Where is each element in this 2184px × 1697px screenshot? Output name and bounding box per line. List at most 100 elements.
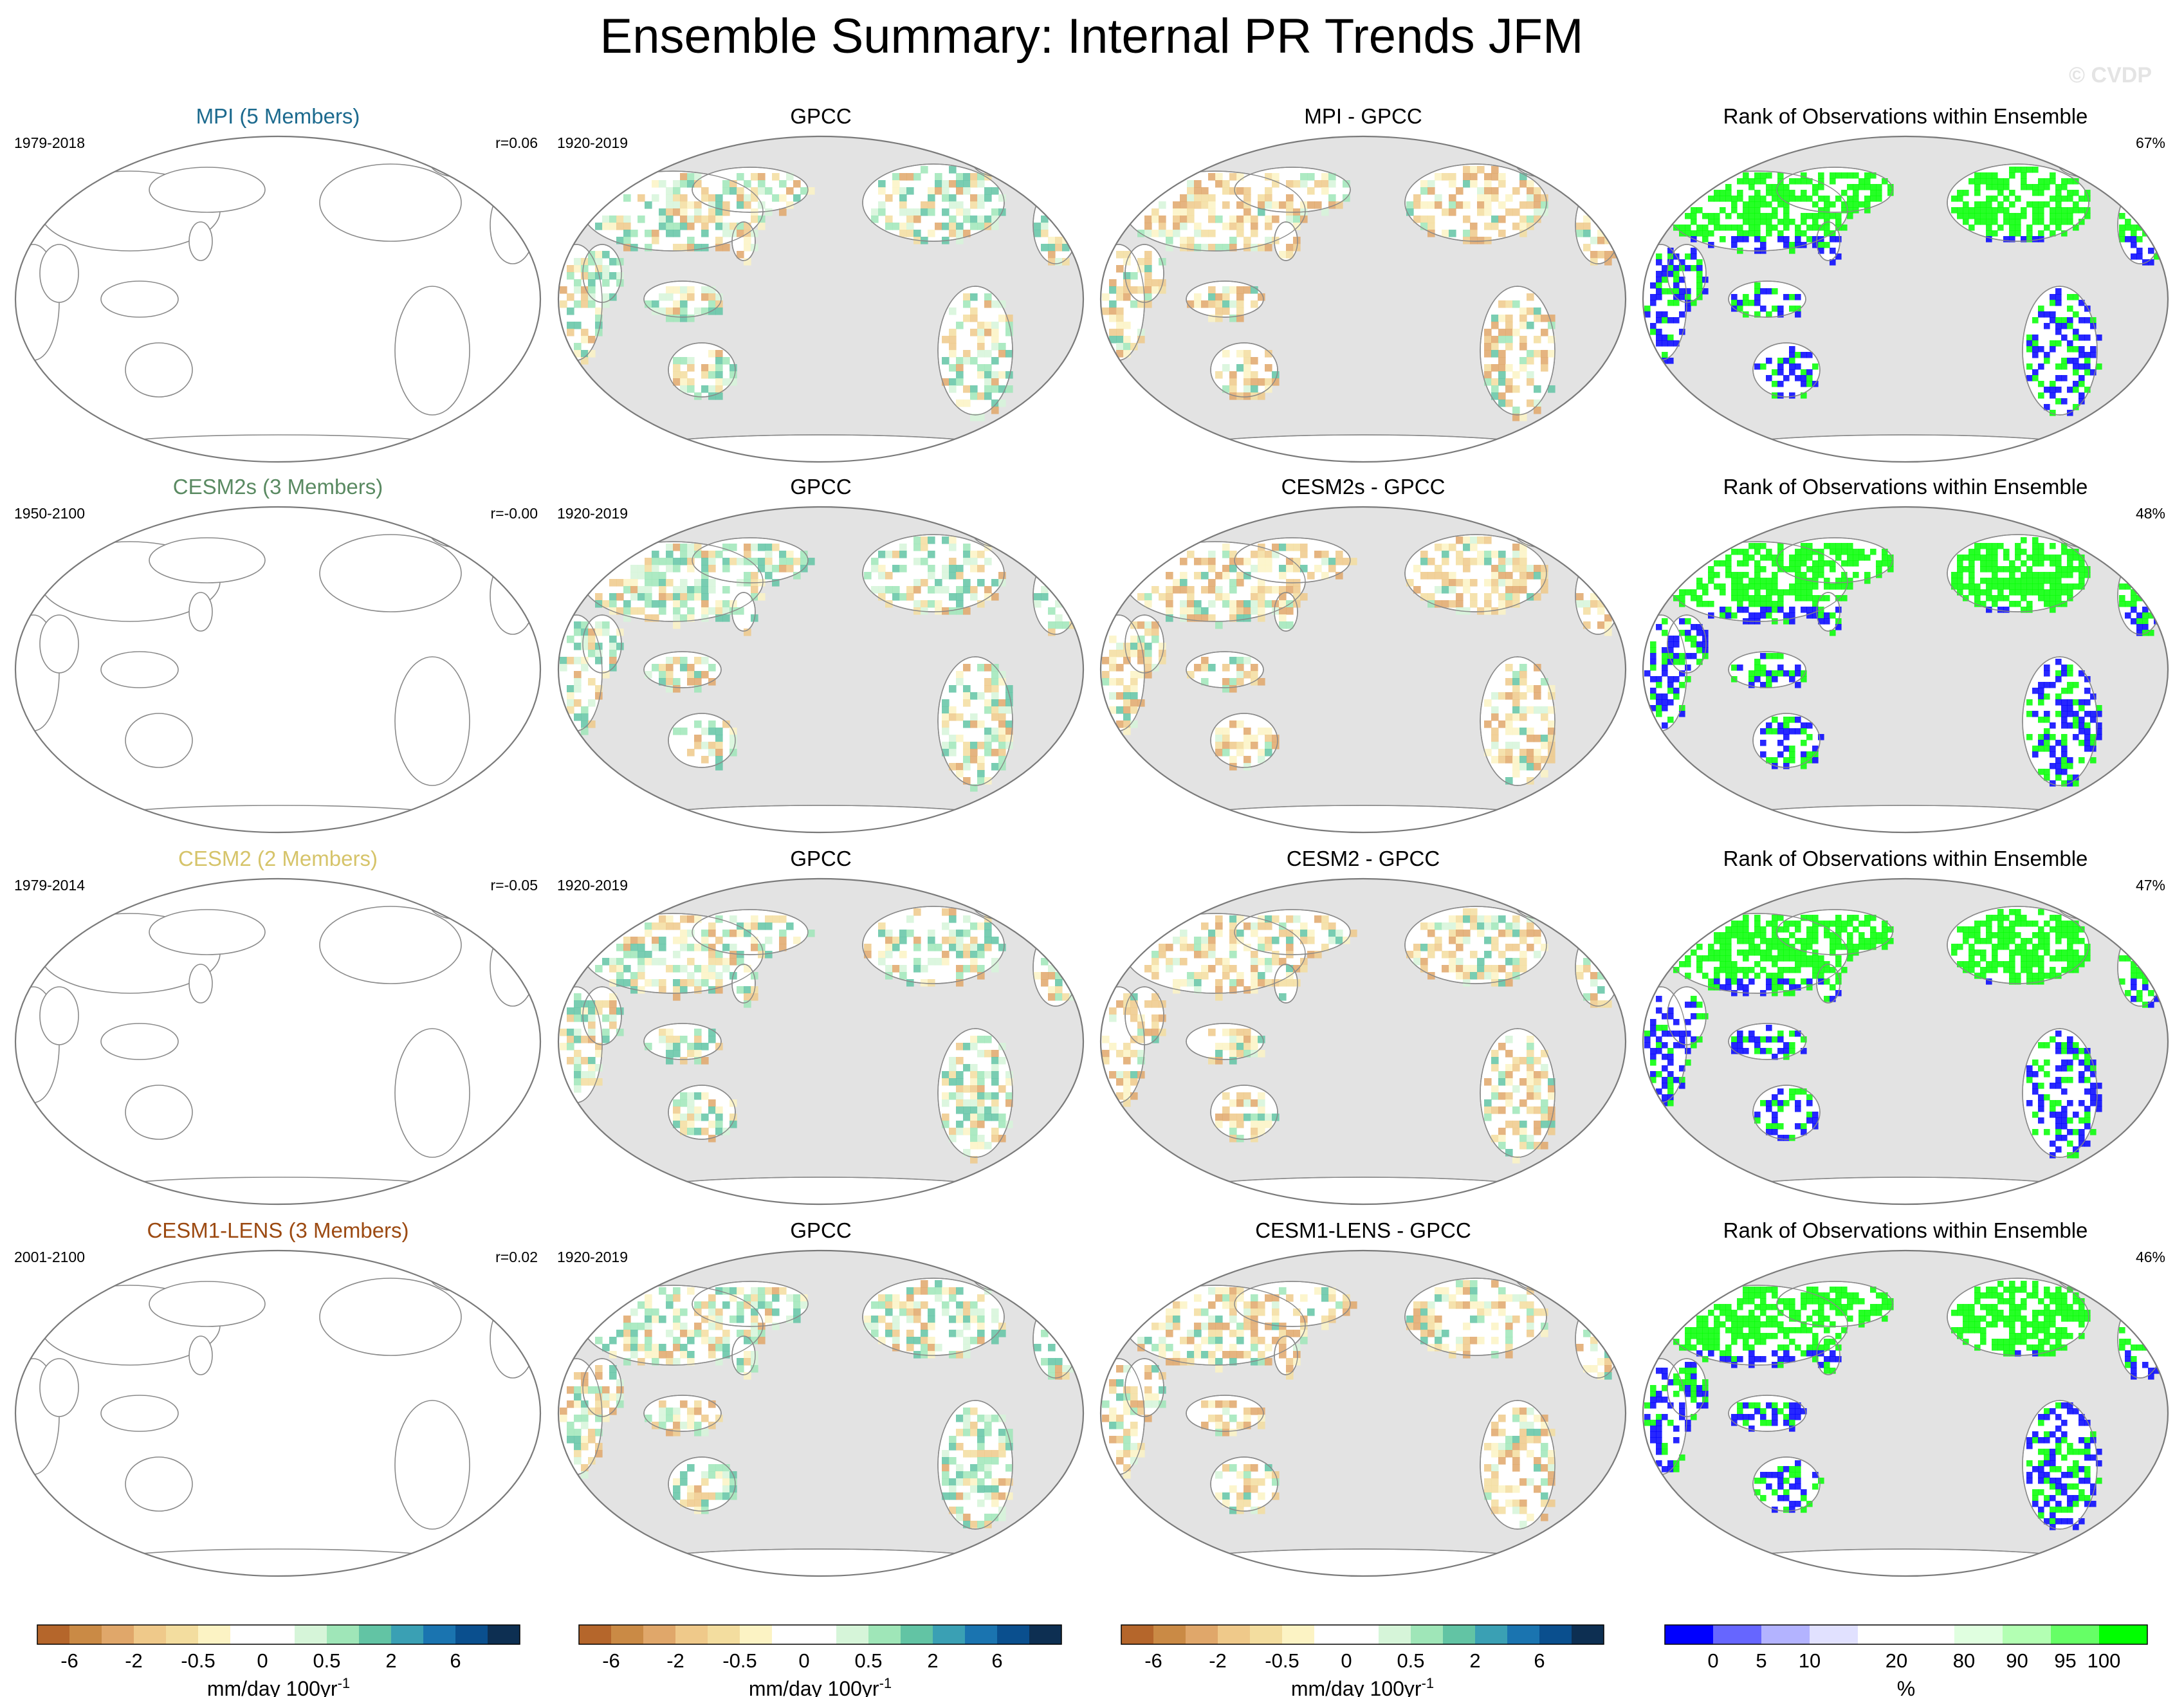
rank-field [1644,537,2160,787]
colorbar-swatch [1411,1625,1444,1644]
panel-period-label: 1920-2019 [557,505,628,522]
panel-period-label: 2001-2100 [14,1249,85,1265]
colorbar-swatch [1218,1625,1251,1644]
panel-title: Rank of Observations within Ensemble [1723,1218,2088,1242]
colorbar-swatch [1713,1625,1762,1644]
colorbar-swatch [1379,1625,1411,1644]
land-india [39,244,79,303]
colorbar-swatch [579,1625,612,1644]
colorbar-tick-label: 0.5 [313,1649,340,1672]
colorbar-tick-label: 6 [991,1649,1002,1672]
land-north-america [319,534,462,612]
colorbar-swatch [772,1625,805,1644]
colorbar-tick-label: -6 [1144,1649,1162,1672]
land-south-america [394,1400,470,1530]
land-siberia-east [149,1281,266,1327]
map-outline [14,506,542,834]
map-panel-r3-c2: GPCC 1920-2019 [557,847,1085,1206]
map-outline [14,135,542,463]
colorbar-swatch [1250,1625,1283,1644]
land-south-america [394,286,470,416]
diff-field [1102,1280,1612,1528]
land-greenland [428,144,488,178]
land-siberia-east [149,167,266,213]
colorbar-swatch [1153,1625,1186,1644]
panel-title: GPCC [790,1218,851,1242]
colorbar-swatch [134,1625,167,1644]
colorbar-swatch [423,1625,456,1644]
map-panel-r1-c4: Rank of Observations within Ensemble 67% [1642,104,2169,463]
map-outline [557,506,1085,834]
map-content [558,1258,1079,1576]
colorbars: -6 -2 -0.5 0 0.5 2 6 mm/day 100yr-1 -6 -2 -0.5 0 0.5… [37,1624,2148,1697]
colorbar-swatch [488,1625,520,1644]
land-siberia-east [149,909,266,955]
map-panel-r2-c1: CESM2s (3 Members) 1950-2100 r=-0.00 [14,475,542,834]
land-se-asia [100,280,179,318]
colorbar-3: -6 -2 -0.5 0 0.5 2 6 mm/day 100yr-1 [1121,1624,1604,1697]
panel-title: Rank of Observations within Ensemble [1723,847,2088,870]
panel-period-label: 1979-2018 [14,134,85,151]
diff-field [1102,908,1612,1164]
land-greenland [428,515,488,548]
land-antarctica [91,1177,465,1204]
map-outline [14,877,542,1206]
map-outline [557,135,1085,463]
panel-period-label: 1920-2019 [557,1249,628,1265]
land-india [39,1358,79,1417]
panel-title: GPCC [790,475,851,499]
colorbar-tick-label: 90 [2006,1649,2028,1672]
land-se-asia [100,1395,179,1432]
colorbar-swatch [1443,1625,1476,1644]
watermark: © CVDP [2069,63,2152,87]
map-panel-r1-c3: MPI - GPCC [1099,104,1627,463]
colorbar-swatch [262,1625,295,1644]
colorbar-tick-label: -0.5 [1265,1649,1299,1672]
map-outline [1099,506,1627,834]
colorbar-tick-label: 95 [2054,1649,2076,1672]
colorbar-swatch [1810,1625,1858,1644]
obs-field [560,908,1077,1164]
land-japan [188,1335,213,1375]
colorbar-tick-label: -6 [602,1649,620,1672]
land-north-america [319,906,462,984]
diff-field [1102,537,1612,785]
panel-title: CESM2s - GPCC [1281,475,1445,499]
map-outline [1099,877,1627,1206]
colorbar-label: mm/day 100yr-1 [1291,1675,1434,1697]
map-panel-r1-c1: MPI (5 Members) 1979-2018 r=0.06 [14,104,542,463]
colorbar-tick-label: 0 [798,1649,809,1672]
colorbar-tick-label: -6 [60,1649,78,1672]
land-antarctica [91,805,465,832]
colorbar-swatch [2003,1625,2051,1644]
panel-stat-label: r=0.06 [495,134,538,151]
colorbar-swatch [359,1625,392,1644]
map-outline [1642,135,2169,463]
map-outline [1642,1249,2169,1577]
colorbar-tick-label: 20 [1886,1649,1907,1672]
colorbar-swatch [1572,1625,1604,1644]
colorbar-swatch [198,1625,231,1644]
colorbar-swatch [1954,1625,2003,1644]
colorbar-1: -6 -2 -0.5 0 0.5 2 6 mm/day 100yr-1 [37,1624,520,1697]
colorbar-swatch [166,1625,199,1644]
colorbar-swatch [708,1625,740,1644]
colorbar-tick-label: 5 [1756,1649,1766,1672]
colorbar-swatch [1507,1625,1540,1644]
land-greenland [428,886,488,920]
land-greenland [428,1258,488,1292]
panel-title: CESM2 (2 Members) [178,847,378,870]
colorbar-swatch [391,1625,424,1644]
panel-stat-label: r=0.02 [495,1249,538,1265]
colorbar-swatch [643,1625,676,1644]
colorbar-tick-label: 6 [1534,1649,1545,1672]
colorbar-tick-label: -2 [125,1649,143,1672]
map-outline [1642,506,2169,834]
land-south-america [394,656,470,786]
colorbar-swatch [1121,1625,1154,1644]
map-outline [1642,877,2169,1206]
colorbar-swatch [327,1625,360,1644]
colorbar-tick-label: 2 [385,1649,396,1672]
map-content [1643,144,2163,462]
colorbar-swatch [1858,1625,1907,1644]
